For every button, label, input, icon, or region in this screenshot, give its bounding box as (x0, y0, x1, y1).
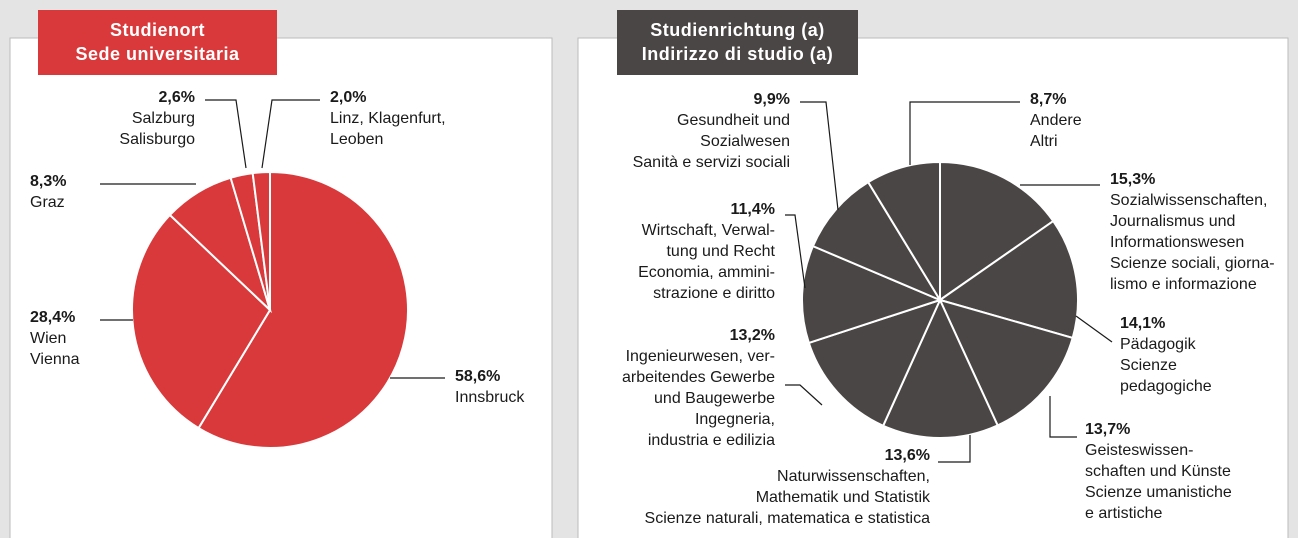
slice-label: Scienze umanistiche (1085, 484, 1232, 501)
slice-label: schaften und Künste (1085, 463, 1231, 480)
slice-label: Informationswesen (1110, 234, 1244, 251)
slice-label: Economia, ammini- (638, 264, 775, 281)
leader-line (1049, 396, 1077, 438)
slice-label: Gesundheit und (677, 112, 790, 129)
value-label: 13,6% (885, 447, 930, 464)
value-label: 13,7% (1085, 421, 1130, 438)
slice-label: Andere (1030, 112, 1082, 129)
value-label: 2,0% (330, 89, 366, 106)
title-box (617, 10, 858, 75)
slice-label: Salisburgo (119, 131, 195, 148)
pie-slice (938, 298, 1074, 427)
pie-slice (251, 170, 271, 311)
slice-label: Pädagogik (1120, 336, 1197, 353)
pie-slice (811, 180, 943, 303)
pie-slice (881, 297, 999, 439)
value-label: 8,3% (30, 173, 66, 190)
slice-label: Mathematik und Statistik (756, 489, 931, 506)
chart-title: Studienrichtung (a) (650, 20, 825, 40)
leader-line (785, 214, 806, 289)
slice-label: arbeitendes Gewerbe (622, 369, 775, 386)
value-label: 2,6% (159, 89, 195, 106)
slice-label: Altri (1030, 133, 1058, 150)
slice-label: Naturwissenschaften, (777, 468, 930, 485)
pie-slice (801, 244, 943, 345)
slice-label: Geisteswissen- (1085, 442, 1193, 459)
slice-label: Vienna (30, 351, 80, 368)
slice-label: e artistiche (1085, 505, 1162, 522)
leader-line (909, 101, 1020, 165)
slice-label: Scienze sociali, giorna- (1110, 255, 1275, 272)
slice-label: Leoben (330, 131, 383, 148)
slice-label: Scienze naturali, matematica e statistic… (645, 510, 931, 527)
value-label: 11,4% (731, 201, 775, 218)
pie-slice (197, 170, 409, 449)
slice-label: Scienze (1120, 357, 1177, 374)
chart-title: Sede universitaria (75, 44, 240, 64)
pie-slice (866, 160, 941, 304)
slice-label: Sanità e servizi sociali (633, 154, 790, 171)
leader-line (800, 101, 839, 211)
slice-label: und Baugewerbe (654, 390, 775, 407)
slice-label: Sozialwissenschaften, (1110, 192, 1267, 209)
value-label: 9,9% (754, 91, 790, 108)
slice-label: Graz (30, 194, 65, 211)
value-label: 13,2% (730, 327, 775, 344)
slice-label: pedagogiche (1120, 378, 1212, 395)
chart-title: Indirizzo di studio (a) (642, 44, 833, 64)
leader-line (205, 99, 247, 169)
pie-slice (939, 160, 1055, 302)
value-label: 28,4% (30, 309, 75, 326)
leader-line (938, 435, 971, 463)
slice-label: Sozialwesen (700, 133, 790, 150)
leader-line (261, 99, 320, 169)
slice-label: industria e edilizia (648, 432, 775, 449)
leader-line (1075, 315, 1113, 343)
slice-label: strazione e diritto (653, 285, 775, 302)
slice-label: tung und Recht (666, 243, 775, 260)
slice-label: Ingegneria, (695, 411, 775, 428)
value-label: 58,6% (455, 368, 500, 385)
value-label: 15,3% (1110, 171, 1155, 188)
slice-label: Ingenieurwesen, ver- (626, 348, 775, 365)
slice-label: lismo e informazione (1110, 276, 1257, 293)
pie-slice (131, 213, 272, 430)
slice-label: Salzburg (132, 110, 195, 127)
slice-label: Linz, Klagenfurt, (330, 110, 446, 127)
leader-line (785, 384, 823, 406)
slice-label: Wirtschaft, Verwal- (642, 222, 775, 239)
slice-label: Innsbruck (455, 389, 525, 406)
pie-slice (807, 298, 942, 428)
title-box (38, 10, 277, 75)
chart-title: Studienort (110, 20, 205, 40)
value-label: 8,7% (1030, 91, 1066, 108)
value-label: 14,1% (1120, 315, 1165, 332)
pie-slice (937, 219, 1079, 340)
slice-label: Wien (30, 330, 66, 347)
slice-label: Journalismus und (1110, 213, 1235, 230)
